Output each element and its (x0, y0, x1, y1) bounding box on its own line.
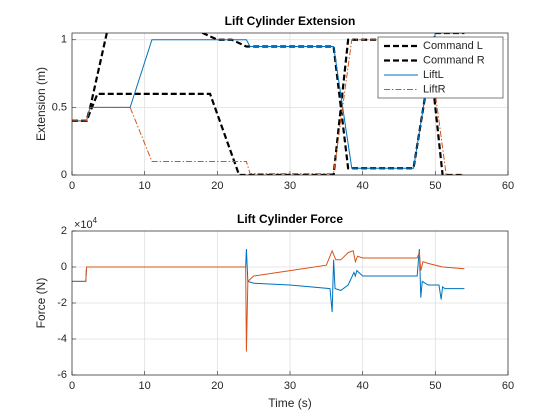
series-group (72, 33, 465, 175)
y-tick-label: 0 (61, 169, 67, 181)
x-tick-label: 40 (357, 380, 369, 392)
y-tick-label: 1 (61, 34, 67, 46)
x-tick-label: 10 (139, 180, 151, 192)
y-axis-label: Extension (m) (34, 67, 48, 141)
data-line (72, 39, 465, 175)
y-tick-label: -4 (57, 333, 67, 345)
y-exponent: ×104 (74, 216, 98, 231)
legend: Command L Command R LiftL LiftR (377, 36, 504, 99)
exponent-power: 4 (93, 216, 98, 225)
x-tick-label: 50 (429, 180, 441, 192)
x-tick-label: 20 (211, 180, 223, 192)
x-tick-label: 60 (502, 380, 514, 392)
series-group (72, 248, 465, 352)
x-tick-label: 20 (211, 380, 223, 392)
x-tick-label: 50 (429, 380, 441, 392)
legend-label: LiftR (423, 83, 446, 95)
y-tick-label: -6 (57, 369, 67, 381)
legend-box (377, 36, 504, 99)
y-tick-label: 2 (61, 225, 67, 237)
data-line (72, 248, 465, 313)
axes: 0 10 20 30 40 50 60 0 0.5 1 Lift Cylinder Extensio… (34, 14, 514, 192)
x-tick-label: 10 (139, 380, 151, 392)
x-tick-label: 0 (69, 380, 75, 392)
x-tick-label: 40 (357, 180, 369, 192)
axes-box (71, 230, 509, 376)
legend-label: Command L (423, 40, 483, 52)
x-tick-label: 30 (284, 380, 296, 392)
data-line (72, 249, 465, 352)
axes: 0 10 20 30 40 50 60 -6 -4 -2 0 2 Lift Cylinder Force… (34, 212, 514, 410)
chart-title: Lift Cylinder Force (237, 212, 343, 226)
x-tick-label: 0 (69, 180, 75, 192)
exponent-base: ×10 (74, 219, 93, 231)
x-tick-label: 30 (284, 180, 296, 192)
y-tick-label: 0.5 (52, 101, 67, 113)
x-tick-label: 60 (502, 180, 514, 192)
y-axis-label: Force (N) (34, 278, 48, 329)
legend-label: LiftL (423, 69, 444, 81)
chart-title: Lift Cylinder Extension (225, 14, 356, 28)
x-axis-label: Time (s) (268, 396, 312, 410)
axes-box (71, 32, 509, 176)
y-tick-label: 0 (61, 261, 67, 273)
y-tick-label: -2 (57, 297, 67, 309)
legend-label: Command R (423, 54, 485, 66)
